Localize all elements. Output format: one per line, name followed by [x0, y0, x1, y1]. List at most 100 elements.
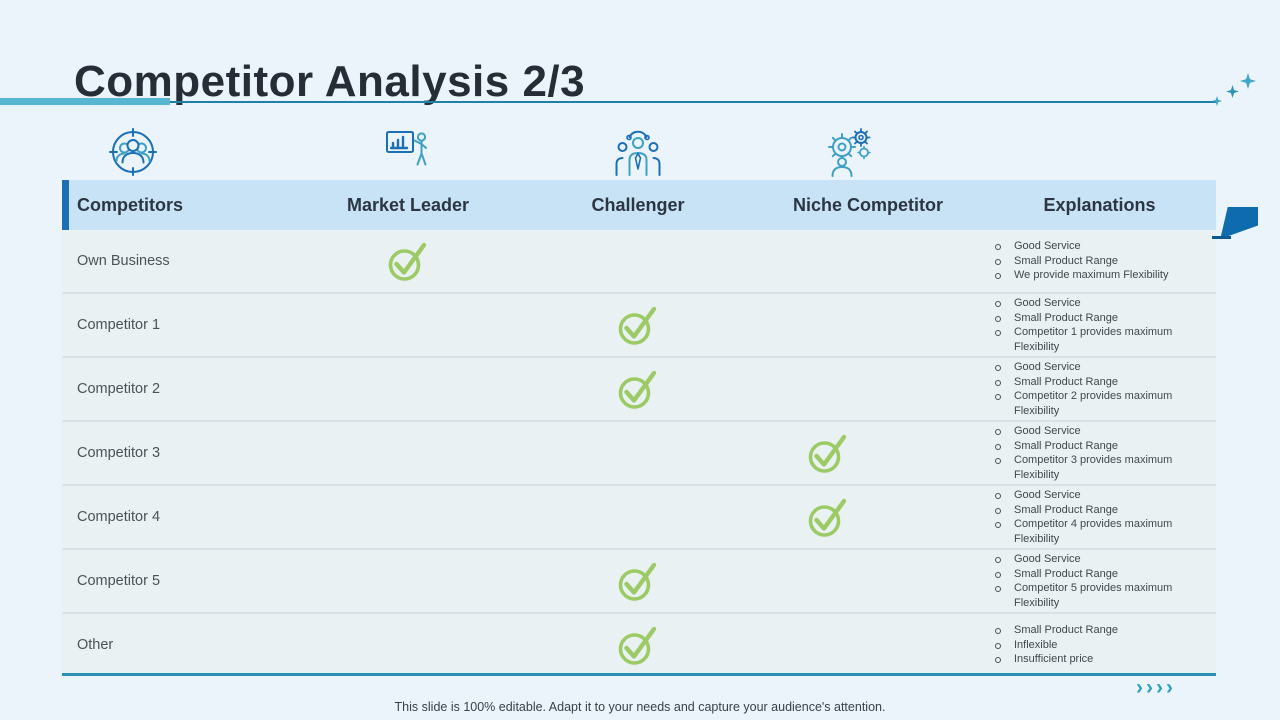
- competitor-label: Competitor 1: [77, 317, 161, 333]
- table-body: Own Business Good Service Small Product Ra…: [62, 230, 1216, 676]
- explanation-item: Competitor 4 provides maximum Flexibilit…: [995, 517, 1212, 546]
- bullet-icon: [995, 443, 1001, 450]
- explanation-item: Small Product Range: [995, 254, 1212, 269]
- audience-target-icon: [109, 128, 157, 176]
- bullet-icon: [995, 429, 1001, 435]
- bullet-icon: [995, 586, 1001, 592]
- table-row: Competitor 1 Good Service Small Product Ra…: [62, 294, 1216, 358]
- title-underline-thin: [170, 101, 1217, 103]
- explanations-cell: Good Service Small Product Range Competito…: [983, 488, 1216, 546]
- sparkle-icon: [1240, 73, 1256, 89]
- niche-competitor-cell: [753, 422, 983, 484]
- presenter-chart-icon: [386, 131, 427, 166]
- check-icon: [808, 498, 847, 537]
- market-leader-cell: [293, 230, 523, 292]
- table-row: Competitor 3 Good Service Small Product Ra…: [62, 422, 1216, 486]
- explanations-cell: Small Product Range Inflexible Insufficien…: [983, 623, 1216, 667]
- sparkle-icon: [1226, 85, 1239, 98]
- explanation-text: Small Product Range: [1014, 624, 1118, 637]
- explanation-item: Insufficient price: [995, 652, 1212, 667]
- explanation-text: Competitor 2 provides maximum Flexibilit…: [1014, 390, 1173, 417]
- check-icon: [618, 306, 657, 345]
- niche-competitor-cell: [753, 486, 983, 548]
- explanations-cell: Good Service Small Product Range Competito…: [983, 360, 1216, 418]
- table-row: Competitor 5 Good Service Small Product Ra…: [62, 550, 1216, 614]
- explanations-cell: Good Service Small Product Range We provid…: [983, 239, 1216, 283]
- check-icon: [618, 626, 657, 665]
- explanations-cell: Good Service Small Product Range Competito…: [983, 552, 1216, 610]
- table-row: Own Business Good Service Small Product Ra…: [62, 230, 1216, 294]
- bullet-icon: [995, 315, 1001, 322]
- explanation-text: We provide maximum Flexibility: [1014, 269, 1169, 282]
- challenger-cell: [523, 614, 753, 676]
- explanation-text: Competitor 3 provides maximum Flexibilit…: [1014, 454, 1173, 481]
- competitor-label: Competitor 5: [77, 573, 161, 589]
- explanation-item: Competitor 5 provides maximum Flexibilit…: [995, 581, 1212, 610]
- explanation-text: Good Service: [1014, 297, 1081, 309]
- table-row: Competitor 4 Good Service Small Product Ra…: [62, 486, 1216, 550]
- ribbon-flag: [1220, 207, 1258, 239]
- challenger-cell: [523, 294, 753, 356]
- competitor-label: Own Business: [77, 253, 170, 269]
- explanation-text: Good Service: [1014, 489, 1081, 501]
- team-people-icon: [615, 130, 661, 176]
- header-accent-bar: [62, 180, 69, 230]
- bullet-icon: [995, 301, 1001, 307]
- explanation-item: Competitor 3 provides maximum Flexibilit…: [995, 453, 1212, 482]
- check-icon: [618, 562, 657, 601]
- ribbon-fold: [1212, 236, 1231, 239]
- explanation-item: We provide maximum Flexibility: [995, 268, 1212, 283]
- bullet-icon: [995, 330, 1001, 336]
- explanation-item: Small Product Range: [995, 567, 1212, 582]
- bullet-icon: [995, 258, 1001, 265]
- challenger-cell: [523, 230, 753, 292]
- table-row: Competitor 2 Good Service Small Product Ra…: [62, 358, 1216, 422]
- explanation-item: Good Service: [995, 424, 1212, 439]
- explanation-text: Small Product Range: [1014, 375, 1118, 388]
- niche-competitor-cell: [753, 614, 983, 676]
- bullet-icon: [995, 394, 1001, 400]
- competitor-label: Other: [77, 637, 114, 653]
- explanation-item: Good Service: [995, 552, 1212, 567]
- challenger-cell: [523, 550, 753, 612]
- explanation-item: Good Service: [995, 488, 1212, 503]
- explanation-item: Small Product Range: [995, 439, 1212, 454]
- challenger-cell: [523, 422, 753, 484]
- title-underline-thick: [0, 98, 170, 105]
- bullet-icon: [995, 571, 1001, 578]
- niche-competitor-cell: [753, 230, 983, 292]
- challenger-cell: [523, 486, 753, 548]
- explanation-text: Inflexible: [1014, 638, 1058, 651]
- explanation-text: Small Product Range: [1014, 254, 1118, 267]
- check-icon: [808, 434, 847, 473]
- column-header-niche-competitor: Niche Competitor: [792, 194, 943, 215]
- explanation-text: Small Product Range: [1014, 439, 1118, 452]
- next-arrows-icon: ››››: [1136, 676, 1176, 699]
- niche-competitor-cell: [753, 358, 983, 420]
- explanation-item: Small Product Range: [995, 623, 1212, 638]
- niche-competitor-cell: [753, 294, 983, 356]
- explanation-text: Competitor 1 provides maximum Flexibilit…: [1014, 326, 1173, 353]
- market-leader-cell: [293, 614, 523, 676]
- niche-competitor-cell: [753, 550, 983, 612]
- table-row: Other Small Product Range Inflexible Insuff…: [62, 614, 1216, 676]
- explanation-text: Insufficient price: [1014, 653, 1094, 666]
- check-icon: [388, 242, 427, 281]
- sparkle-icon: [1212, 96, 1222, 106]
- column-header-explanations: Explanations: [1043, 194, 1156, 215]
- bullet-icon: [995, 557, 1001, 563]
- explanation-item: Good Service: [995, 360, 1212, 375]
- explanation-item: Good Service: [995, 296, 1212, 311]
- competitor-label: Competitor 4: [77, 509, 161, 525]
- bullet-icon: [995, 458, 1001, 464]
- explanation-item: Small Product Range: [995, 503, 1212, 518]
- bullet-icon: [995, 273, 1001, 280]
- explanation-item: Competitor 1 provides maximum Flexibilit…: [995, 325, 1212, 354]
- bullet-icon: [995, 642, 1001, 649]
- table-header-row: Competitors Market Leader Challenger Nic…: [62, 180, 1216, 230]
- explanation-item: Competitor 2 provides maximum Flexibilit…: [995, 389, 1212, 418]
- explanation-item: Small Product Range: [995, 375, 1212, 390]
- explanation-text: Small Product Range: [1014, 311, 1118, 324]
- explanation-text: Competitor 5 provides maximum Flexibilit…: [1014, 582, 1173, 609]
- market-leader-cell: [293, 294, 523, 356]
